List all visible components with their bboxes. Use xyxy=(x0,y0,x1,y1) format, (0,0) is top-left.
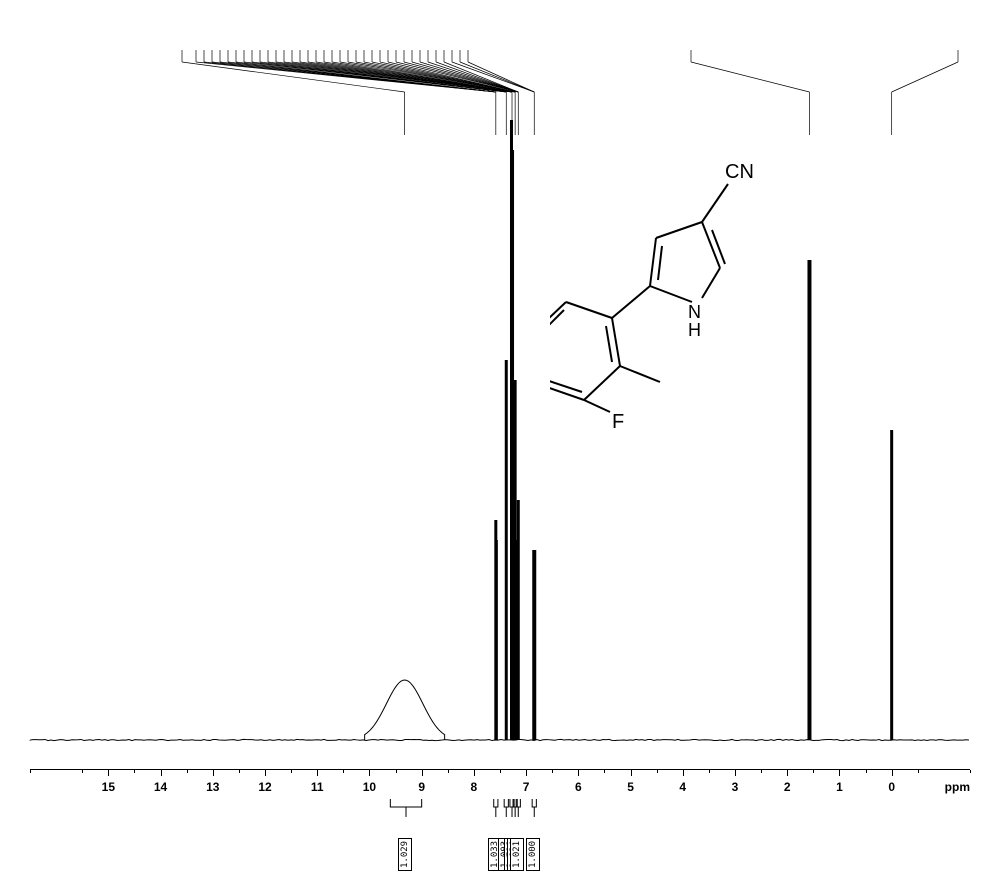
axis-tick-label: 6 xyxy=(575,780,582,794)
axis-tick xyxy=(108,770,109,776)
axis-minor-tick xyxy=(604,770,605,773)
axis-tick xyxy=(317,770,318,776)
integral-value: 1.029 xyxy=(398,838,412,871)
axis-tick-label: 2 xyxy=(784,780,791,794)
molecule-structure: CN N H xyxy=(550,160,770,440)
axis-minor-tick xyxy=(500,770,501,773)
axis-minor-tick xyxy=(291,770,292,773)
axis-tick xyxy=(474,770,475,776)
axis-tick-label: 8 xyxy=(471,780,478,794)
label-cn: CN xyxy=(725,161,754,183)
axis-tick xyxy=(161,770,162,776)
axis-tick xyxy=(265,770,266,776)
integral-value: 1.000 xyxy=(526,838,540,871)
spectrum-plot xyxy=(0,0,1000,760)
axis-tick xyxy=(213,770,214,776)
axis-minor-tick xyxy=(552,770,553,773)
axis-tick-label: 10 xyxy=(363,780,376,794)
axis-tick xyxy=(369,770,370,776)
axis-tick xyxy=(683,770,684,776)
axis-minor-tick xyxy=(448,770,449,773)
label-f: F xyxy=(612,411,624,433)
axis-minor-tick xyxy=(709,770,710,773)
axis-tick-label: 12 xyxy=(258,780,271,794)
axis-minor-tick xyxy=(239,770,240,773)
axis-minor-tick xyxy=(343,770,344,773)
label-h: H xyxy=(688,320,701,340)
axis-tick xyxy=(526,770,527,776)
axis-minor-tick xyxy=(657,770,658,773)
axis-minor-tick xyxy=(813,770,814,773)
axis-tick-label: 0 xyxy=(888,780,895,794)
axis-minor-tick xyxy=(761,770,762,773)
axis-tick-label: 7 xyxy=(523,780,530,794)
axis-tick xyxy=(892,770,893,776)
axis-minor-tick xyxy=(30,770,31,773)
integral-brackets xyxy=(0,795,1000,825)
axis-tick-label: 5 xyxy=(627,780,634,794)
axis-tick xyxy=(787,770,788,776)
axis-tick xyxy=(422,770,423,776)
axis-tick xyxy=(839,770,840,776)
integral-value: 1.021 xyxy=(510,838,524,871)
axis-minor-tick xyxy=(187,770,188,773)
axis-tick-label: 15 xyxy=(102,780,115,794)
nmr-spectrum-container: 9.3267.5977.5947.5847.5817.5717.5687.386… xyxy=(0,0,1000,895)
axis-tick-label: 9 xyxy=(418,780,425,794)
axis-unit-label: ppm xyxy=(945,780,970,794)
axis-tick-label: 13 xyxy=(206,780,219,794)
axis-minor-tick xyxy=(866,770,867,773)
axis-tick xyxy=(735,770,736,776)
axis-tick xyxy=(631,770,632,776)
axis-minor-tick xyxy=(82,770,83,773)
axis-minor-tick xyxy=(134,770,135,773)
axis-tick-label: 1 xyxy=(836,780,843,794)
label-n: N xyxy=(688,302,701,322)
axis-tick-label: 3 xyxy=(732,780,739,794)
axis-minor-tick xyxy=(396,770,397,773)
axis-tick-label: 11 xyxy=(311,780,324,794)
axis-tick-label: 4 xyxy=(679,780,686,794)
axis-tick-label: 14 xyxy=(154,780,167,794)
axis-tick xyxy=(578,770,579,776)
axis-minor-tick xyxy=(970,770,971,773)
axis-minor-tick xyxy=(918,770,919,773)
